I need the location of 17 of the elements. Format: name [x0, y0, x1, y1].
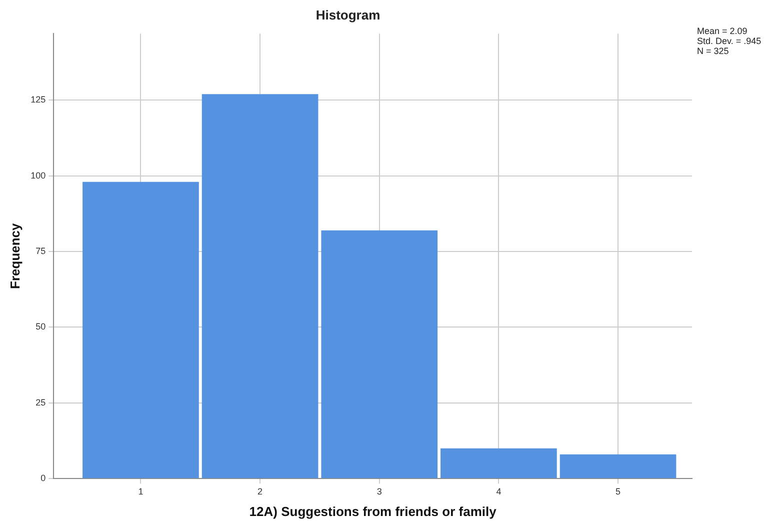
y-axis-title: Frequency: [7, 222, 22, 289]
y-tick-label: 0: [40, 473, 46, 484]
x-tick-label: 3: [376, 486, 382, 496]
x-tick-label: 4: [496, 486, 502, 496]
y-tick-label: 25: [36, 397, 46, 408]
x-tick-label: 5: [616, 486, 621, 496]
y-tick-label: 50: [36, 322, 46, 332]
text: N = 325: [697, 46, 730, 56]
text: Std. Dev. = .945: [697, 36, 762, 46]
y-tick-label: 100: [30, 170, 46, 180]
x-tick-label: 2: [258, 486, 263, 496]
y-tick-label: 125: [30, 94, 46, 105]
x-axis-title: 12A) Suggestions from friends or family: [249, 504, 498, 519]
text: Mean = 2.09: [697, 26, 748, 36]
y-tick-label: 75: [36, 246, 46, 256]
chart-title: Histogram: [316, 7, 380, 22]
x-tick-label: 1: [138, 486, 144, 496]
